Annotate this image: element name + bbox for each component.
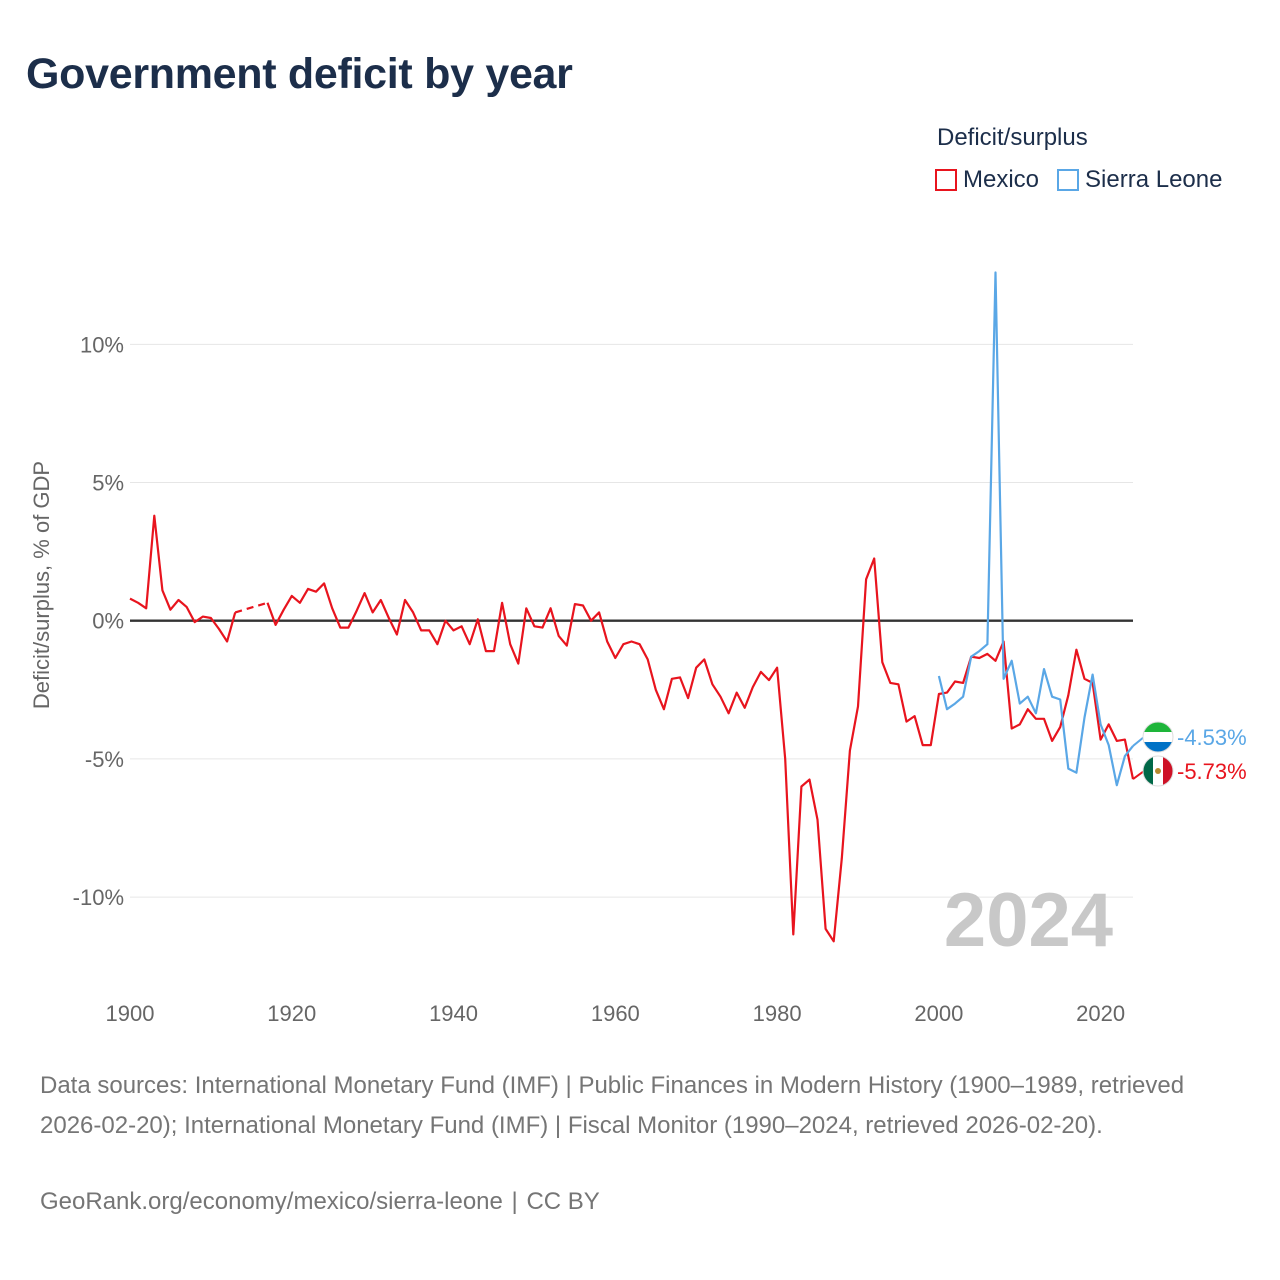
legend-label-mexico: Mexico: [963, 166, 1040, 193]
series-line-mexico: [266, 557, 1135, 943]
series-line-mexico: [234, 601, 268, 614]
x-tick-label: 1920: [267, 1001, 316, 1026]
legend-item-sierra-leone[interactable]: Sierra Leone: [1057, 166, 1222, 194]
x-tick-label: 1980: [753, 1001, 802, 1026]
legend: Mexico Sierra Leone: [935, 166, 1222, 194]
flag-border: [1142, 721, 1174, 753]
y-tick-label: 10%: [80, 332, 124, 357]
flag-band: [1143, 756, 1153, 786]
legend-swatch-mexico: [935, 169, 957, 191]
y-tick-label: -5%: [85, 747, 124, 772]
flag-band: [1143, 722, 1173, 732]
year-watermark: 2024: [944, 878, 1113, 963]
x-tick-label: 2020: [1076, 1001, 1125, 1026]
x-tick-label: 1960: [591, 1001, 640, 1026]
x-tick-label: 1900: [106, 1001, 155, 1026]
series-line-sierra-leone: [937, 271, 1134, 787]
legend-title: Deficit/surplus: [937, 124, 1088, 151]
legend-swatch-sierra-leone: [1057, 169, 1080, 191]
license: CC BY: [526, 1188, 600, 1215]
legend-label-sierra-leone: Sierra Leone: [1085, 166, 1223, 193]
credit-url[interactable]: GeoRank.org/economy/mexico/sierra-leone: [40, 1188, 503, 1215]
flag-border: [1142, 755, 1174, 787]
flag-band: [1143, 732, 1173, 742]
flag-mexico: [1142, 755, 1174, 787]
end-connector-sierra-leone: [1132, 736, 1145, 747]
x-tick-label: 1940: [429, 1001, 478, 1026]
credit-line: GeoRank.org/economy/mexico/sierra-leone …: [40, 1188, 600, 1215]
series-line-mexico: [129, 514, 237, 643]
y-tick-label: 5%: [92, 471, 124, 496]
legend-item-mexico[interactable]: Mexico: [935, 166, 1039, 194]
flag-emblem: [1155, 768, 1161, 774]
y-tick-label: -10%: [73, 885, 124, 910]
x-tick-label: 2000: [914, 1001, 963, 1026]
end-value-label-sierra-leone: -4.53%: [1177, 725, 1247, 750]
flag-sierra-leone: [1142, 721, 1174, 753]
chart-title: Government deficit by year: [26, 50, 573, 98]
y-tick-label: 0%: [92, 609, 124, 634]
data-sources: Data sources: International Monetary Fun…: [40, 1072, 1185, 1139]
end-connector-mexico: [1132, 770, 1145, 780]
flag-band: [1163, 756, 1173, 786]
end-value-label-mexico: -5.73%: [1177, 759, 1247, 784]
y-axis-title: Deficit/surplus, % of GDP: [29, 461, 54, 709]
line-chart: 10% 5% 0% -5% -10% 1900 1920 1940 1960 1980 2000 20…: [29, 271, 1247, 1026]
flag-band: [1143, 742, 1173, 752]
